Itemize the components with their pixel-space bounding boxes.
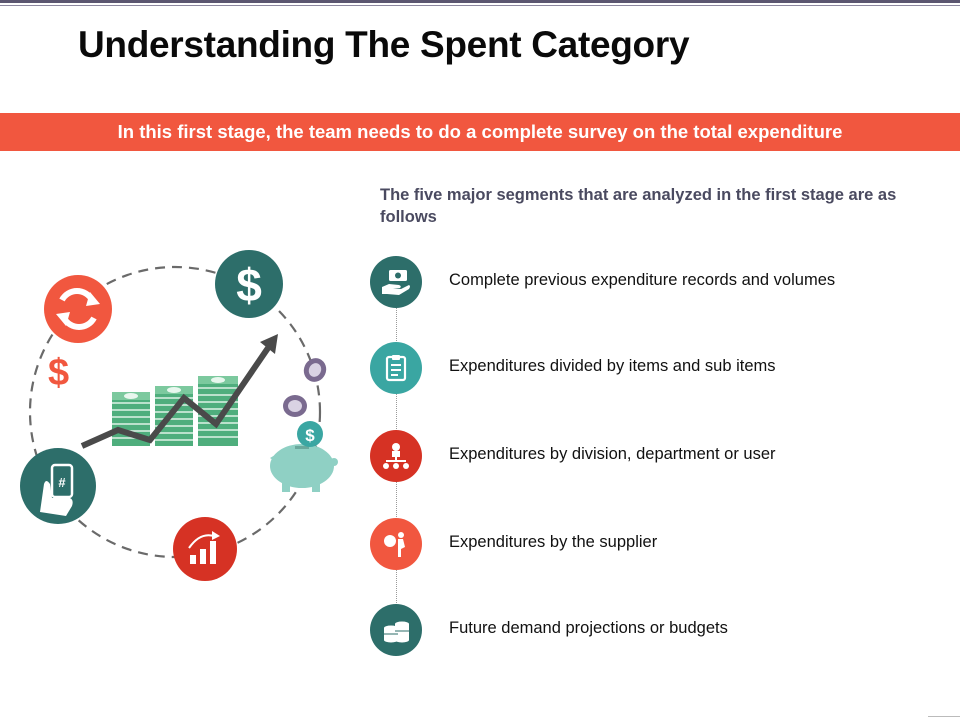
coin-icon: [283, 395, 307, 417]
segment-label: Expenditures by division, department or …: [449, 445, 776, 463]
refresh-cycle-icon: [44, 275, 112, 343]
org-chart-icon: [370, 430, 422, 482]
segment-item: Expenditures by division, department or …: [370, 430, 950, 482]
segments-intro: The five major segments that are analyze…: [380, 186, 897, 226]
segment-label: Expenditures divided by items and sub it…: [449, 357, 776, 375]
segment-item: Expenditures by the supplier: [370, 518, 950, 570]
segment-label: Expenditures by the supplier: [449, 533, 658, 551]
money-in-hand-icon: [370, 256, 422, 308]
corner-rule: [928, 716, 960, 717]
growth-arrow-icon: [80, 334, 278, 449]
svg-text:$: $: [305, 426, 315, 445]
coin-stacks-icon: [370, 604, 422, 656]
spend-growth-illustration: $ $: [20, 250, 338, 581]
coin-icon: [303, 358, 327, 382]
piggy-bank-icon: $: [270, 421, 338, 492]
supplier-carrying-icon: [370, 518, 422, 570]
slide-title: Understanding The Spent Category: [78, 24, 690, 65]
top-rule: [0, 0, 960, 3]
dollar-circle-icon: $: [215, 250, 283, 318]
svg-text:#: #: [58, 475, 66, 490]
segment-item: Future demand projections or budgets: [370, 604, 950, 656]
stage-banner: In this first stage, the team needs to d…: [0, 113, 960, 151]
clipboard-checklist-icon: [370, 342, 422, 394]
bar-chart-icon: [173, 517, 237, 581]
segment-label: Complete previous expenditure records an…: [449, 271, 836, 289]
svg-text:$: $: [236, 259, 262, 311]
segment-item: Complete previous expenditure records an…: [370, 256, 950, 308]
top-rule-thin: [0, 5, 960, 6]
mobile-payment-icon: #: [20, 448, 96, 524]
segment-item: Expenditures divided by items and sub it…: [370, 342, 950, 394]
dollar-sign-icon: $: [48, 352, 69, 394]
segment-label: Future demand projections or budgets: [449, 619, 728, 637]
